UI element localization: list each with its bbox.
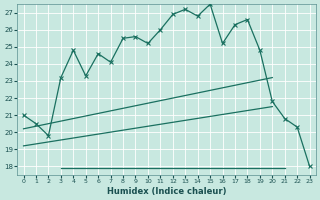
X-axis label: Humidex (Indice chaleur): Humidex (Indice chaleur) — [107, 187, 226, 196]
